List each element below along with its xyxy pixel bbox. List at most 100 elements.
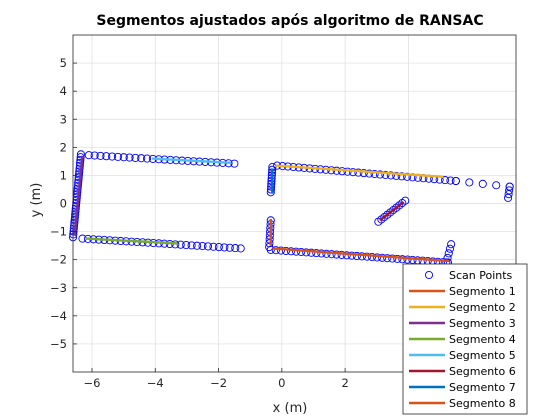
scan-point — [375, 170, 385, 179]
scan-point — [451, 176, 460, 186]
segments-layer — [73, 155, 450, 263]
legend-label-scan-points: Scan Points — [449, 269, 513, 282]
y-axis-ticks: −5 −4 −3 −2 −1 0 1 2 3 4 5 — [50, 56, 77, 351]
scan-point — [362, 252, 372, 261]
scan-point — [137, 154, 146, 163]
scan-point — [286, 247, 296, 256]
scan-point — [76, 153, 85, 162]
scan-point — [307, 248, 316, 257]
y-tick-label: −5 — [50, 337, 67, 351]
scan-point — [380, 213, 389, 222]
x-tick-label: −4 — [147, 376, 164, 390]
scan-point — [176, 240, 185, 249]
scan-point — [408, 255, 417, 264]
scan-point — [74, 170, 84, 179]
scan-point — [281, 246, 291, 255]
scan-point — [125, 153, 134, 162]
y-tick-label: −2 — [50, 253, 67, 267]
scan-point — [73, 181, 82, 190]
scan-point — [84, 151, 93, 160]
scan-point — [236, 244, 245, 253]
scan-point — [388, 254, 397, 263]
scan-point — [142, 154, 152, 163]
scan-point — [131, 153, 140, 162]
scan-point — [187, 241, 196, 250]
x-tick-label: −2 — [210, 376, 227, 390]
legend-label-segmento-6: Segmento 6 — [449, 365, 516, 378]
chart-title: Segmentos ajustados após algoritmo de RA… — [96, 13, 483, 29]
y-tick-label: 4 — [60, 84, 67, 98]
scan-point — [393, 254, 402, 263]
scan-point — [381, 170, 390, 179]
scan-point — [389, 206, 398, 215]
y-tick-label: 5 — [60, 56, 67, 70]
legend-label-segmento-2: Segmento 2 — [449, 301, 516, 314]
scan-point — [171, 240, 180, 249]
scan-point — [76, 150, 85, 159]
scan-point — [392, 171, 401, 180]
scan-point — [75, 161, 84, 170]
scan-point — [447, 240, 456, 249]
scan-point — [302, 248, 311, 257]
scan-point — [397, 172, 406, 181]
scan-point — [90, 151, 99, 160]
segment-line-segmento-2 — [275, 164, 444, 179]
legend: Scan Points Segmento 1 Segmento 2 Segmento … — [402, 263, 528, 415]
scan-point — [370, 169, 379, 179]
scan-point — [74, 173, 83, 182]
scan-point — [440, 176, 450, 185]
segment-line-segmento-5 — [152, 157, 232, 164]
scan-point — [203, 242, 213, 251]
segment-line-segmento-3 — [73, 155, 84, 236]
x-tick-label: −6 — [84, 376, 101, 390]
x-axis-label: x (m) — [273, 401, 308, 416]
scan-point — [220, 243, 229, 252]
scan-point — [271, 246, 280, 255]
y-tick-label: −1 — [50, 225, 67, 239]
scan-point — [73, 187, 82, 196]
scan-point — [74, 178, 83, 187]
scan-point — [214, 243, 223, 252]
scan-point — [504, 190, 513, 199]
scan-point — [322, 249, 331, 258]
scan-point — [373, 253, 382, 262]
scan-point — [342, 251, 351, 260]
x-tick-label: 0 — [278, 376, 285, 390]
scan-point — [267, 182, 276, 191]
scan-point — [332, 250, 341, 259]
scan-point — [312, 249, 321, 258]
legend-label-segmento-4: Segmento 4 — [449, 333, 516, 346]
scan-point — [292, 247, 301, 256]
scan-point — [297, 247, 306, 257]
legend-label-segmento-7: Segmento 7 — [449, 381, 516, 394]
scan-point — [386, 171, 395, 180]
scan-point — [504, 193, 513, 202]
scan-point — [357, 252, 366, 261]
y-tick-label: 2 — [60, 140, 67, 154]
scan-point — [446, 176, 455, 185]
scan-point — [102, 152, 111, 161]
scan-point — [108, 152, 117, 161]
scan-point — [209, 242, 218, 251]
scan-point — [74, 176, 83, 185]
scan-point — [73, 184, 82, 193]
scan-point — [398, 198, 407, 208]
scan-point — [383, 210, 392, 219]
segment-line-segmento-6 — [379, 201, 405, 222]
scan-point — [392, 203, 401, 212]
scan-point — [347, 251, 356, 260]
legend-label-segmento-3: Segmento 3 — [449, 317, 516, 330]
scan-point — [395, 201, 404, 210]
scan-point — [96, 151, 105, 160]
scan-point — [478, 179, 487, 188]
scan-point — [445, 244, 454, 253]
scan-point — [225, 243, 234, 252]
scan-point — [119, 153, 128, 162]
legend-label-segmento-1: Segmento 1 — [449, 285, 516, 298]
y-tick-label: −3 — [50, 281, 67, 295]
scan-point — [75, 167, 84, 176]
scan-point — [444, 249, 453, 258]
scan-point — [354, 168, 363, 177]
scan-point — [266, 185, 275, 194]
x-tick-label: 2 — [341, 376, 348, 390]
